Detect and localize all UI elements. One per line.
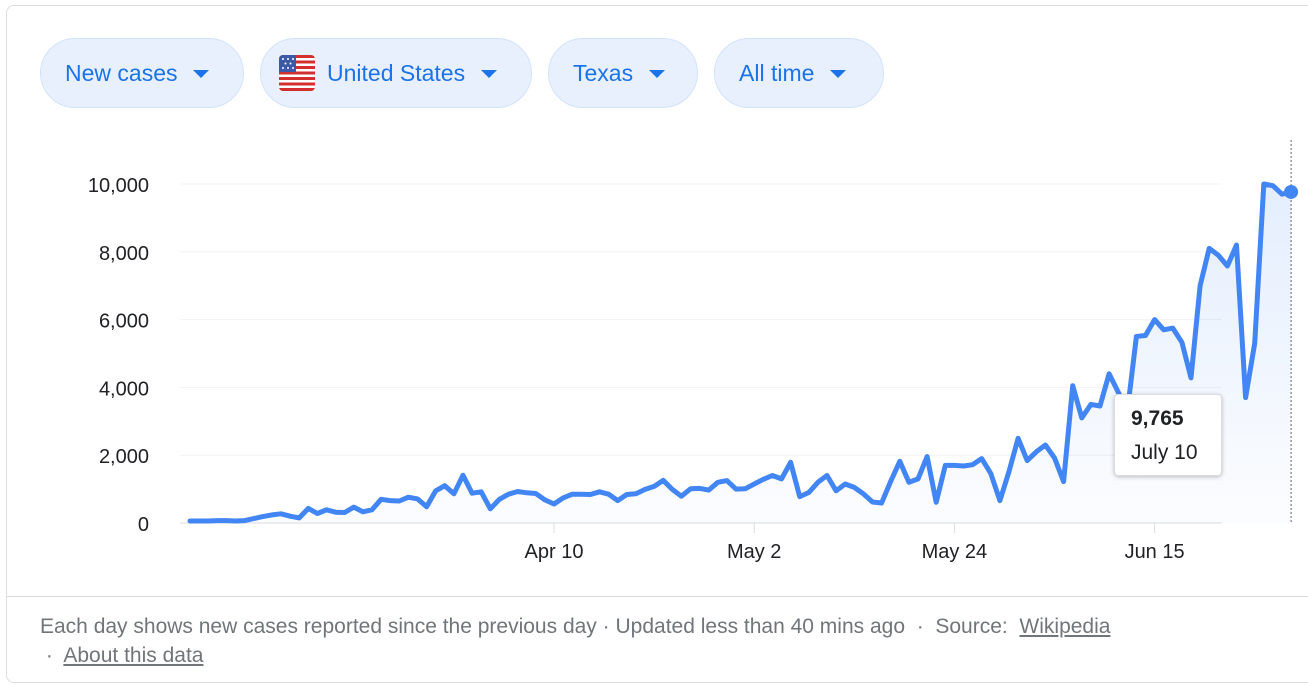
x-tick-label: Jun 15 (1125, 541, 1185, 563)
country-dropdown-label: United States (327, 59, 466, 86)
chevron-down-icon (193, 70, 210, 78)
y-tick-label: 4,000 (99, 378, 149, 400)
footer-separator: · (602, 615, 610, 638)
chevron-down-icon (830, 70, 847, 78)
y-tick-label: 0 (138, 514, 149, 536)
chart-footer: Each day shows new cases reported since … (40, 612, 1270, 670)
us-flag-icon (279, 55, 315, 91)
wikipedia-link[interactable]: Wikipedia (1019, 615, 1111, 638)
footer-divider (6, 596, 1308, 597)
y-tick-label: 6,000 (99, 311, 149, 333)
chevron-down-icon (481, 70, 498, 78)
y-tick-label: 8,000 (99, 243, 149, 265)
series-line (187, 181, 1294, 524)
footer-source-label: Source: (935, 615, 1008, 638)
footer-description: Each day shows new cases reported since … (40, 615, 597, 638)
chart-card (6, 5, 1308, 683)
tooltip-date: July 10 (1131, 441, 1198, 464)
series-area (190, 184, 1292, 523)
metric-dropdown-label: New cases (65, 59, 178, 86)
region-dropdown[interactable]: Texas (548, 38, 698, 108)
x-tick-label: May 24 (922, 541, 988, 563)
chevron-down-icon (649, 70, 666, 78)
footer-separator: · (916, 615, 924, 638)
footer-updated: Updated less than 40 mins ago (615, 615, 906, 638)
hover-tooltip: 9,765 July 10 (1114, 394, 1222, 476)
y-tick-label: 10,000 (88, 175, 149, 197)
new-cases-chart[interactable]: 0 2,000 4,000 6,000 8,000 10,000 Apr 10 May 2 Ma… (0, 0, 1308, 600)
x-tick-label: May 2 (727, 541, 781, 563)
metric-dropdown[interactable]: New cases (40, 38, 244, 108)
tooltip-value: 9,765 (1131, 407, 1184, 430)
x-tick-label: Apr 10 (525, 541, 584, 563)
highlighted-point (1284, 184, 1299, 199)
country-dropdown[interactable]: United States (260, 38, 532, 108)
footer-separator: · (45, 644, 53, 667)
y-tick-label: 2,000 (99, 446, 149, 468)
region-dropdown-label: Texas (573, 59, 634, 86)
about-data-link[interactable]: About this data (63, 644, 204, 667)
range-dropdown[interactable]: All time (714, 38, 884, 108)
range-dropdown-label: All time (739, 59, 815, 86)
